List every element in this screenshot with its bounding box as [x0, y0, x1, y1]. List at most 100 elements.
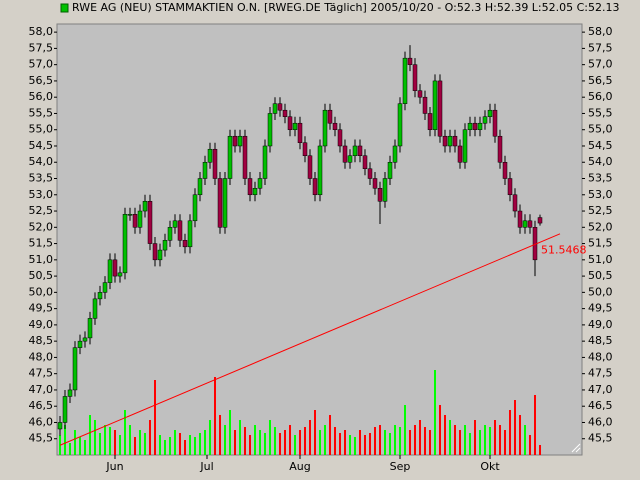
- volume-bar: [409, 430, 411, 455]
- volume-bar: [534, 395, 536, 455]
- volume-bar: [314, 410, 316, 455]
- volume-bar: [349, 435, 351, 455]
- volume-bar: [264, 433, 266, 455]
- candle-body: [432, 80, 438, 130]
- volume-bar: [399, 427, 401, 455]
- y-tick-label: 51,0: [588, 253, 613, 266]
- y-tick-label: 48,5: [29, 334, 54, 347]
- candle-body: [57, 422, 63, 430]
- candle-body: [107, 259, 113, 283]
- volume-bar: [439, 405, 441, 455]
- y-tick-label: 56,0: [29, 90, 54, 103]
- volume-bar: [229, 410, 231, 455]
- y-tick-label: 49,0: [29, 318, 54, 331]
- volume-bar: [174, 430, 176, 455]
- candle-body: [362, 155, 368, 170]
- candle-body: [237, 135, 243, 147]
- candle-body: [152, 243, 158, 261]
- volume-bar: [134, 437, 136, 455]
- candle-body: [442, 135, 448, 147]
- candle-body: [302, 142, 308, 156]
- volume-bar: [509, 410, 511, 455]
- volume-bar: [249, 435, 251, 455]
- candle-body: [322, 109, 328, 147]
- y-tick-label: 53,5: [29, 172, 54, 185]
- volume-bar: [484, 425, 486, 455]
- x-tick-label: Jun: [105, 460, 123, 473]
- y-tick-label: 50,5: [588, 269, 613, 282]
- volume-bar: [424, 427, 426, 455]
- candle-body: [292, 122, 298, 130]
- volume-bar: [259, 430, 261, 455]
- y-tick-label: 50,0: [588, 285, 613, 298]
- candle-body: [332, 122, 338, 130]
- volume-bar: [454, 425, 456, 455]
- volume-bar: [194, 437, 196, 455]
- candle-body: [307, 155, 313, 179]
- volume-bar: [469, 433, 471, 455]
- candle-body: [272, 103, 278, 114]
- candle-body: [122, 214, 128, 274]
- y-tick-label: 46,5: [29, 399, 54, 412]
- candle-body: [507, 178, 513, 196]
- volume-bar: [189, 435, 191, 455]
- volume-bar: [459, 430, 461, 455]
- volume-bar: [359, 430, 361, 455]
- candle-body: [207, 148, 213, 163]
- candle-body: [217, 178, 223, 228]
- volume-bar: [284, 430, 286, 455]
- y-tick-label: 58,0: [29, 25, 54, 38]
- candle-body: [312, 178, 318, 196]
- y-tick-label: 53,0: [29, 188, 54, 201]
- volume-bar: [479, 430, 481, 455]
- candle-body: [517, 210, 523, 228]
- volume-bar: [404, 405, 406, 455]
- candle-body: [77, 340, 83, 348]
- candle-body: [262, 145, 268, 179]
- candle-body: [497, 135, 503, 163]
- y-tick-label: 52,5: [29, 204, 54, 217]
- volume-bar: [329, 415, 331, 455]
- candle-body: [242, 135, 248, 179]
- volume-bar: [364, 435, 366, 455]
- candle-body: [67, 389, 73, 397]
- candle-body: [102, 282, 108, 293]
- candle-body: [412, 64, 418, 91]
- volume-bar: [299, 430, 301, 455]
- candle-body: [287, 116, 293, 130]
- volume-bar: [524, 425, 526, 455]
- candle-body: [337, 129, 343, 147]
- candle-body: [87, 318, 93, 339]
- volume-bar: [449, 420, 451, 455]
- candle-body: [462, 129, 468, 163]
- candle-body: [492, 109, 498, 137]
- volume-bar: [154, 380, 156, 455]
- volume-bar: [309, 420, 311, 455]
- y-tick-label: 55,0: [588, 123, 613, 136]
- volume-bar: [499, 425, 501, 455]
- candle-body: [222, 178, 228, 228]
- y-tick-label: 57,0: [29, 58, 54, 71]
- candle-body: [277, 103, 283, 111]
- volume-bar: [69, 443, 71, 455]
- y-tick-label: 52,0: [588, 220, 613, 233]
- y-tick-label: 47,5: [29, 367, 54, 380]
- y-tick-label: 54,5: [588, 139, 613, 152]
- candle-body: [397, 103, 403, 147]
- volume-bar: [179, 433, 181, 455]
- candle-body: [357, 145, 363, 156]
- candle-body: [147, 201, 153, 244]
- volume-bar: [274, 427, 276, 455]
- candle-body: [427, 113, 433, 130]
- candle-body: [407, 57, 413, 65]
- volume-bar: [429, 430, 431, 455]
- candle-body: [347, 155, 353, 163]
- volume-bar: [529, 435, 531, 455]
- volume-bar: [119, 435, 121, 455]
- y-tick-label: 46,0: [588, 415, 613, 428]
- candle-body: [537, 217, 543, 224]
- y-tick-label: 53,5: [588, 172, 613, 185]
- candle-body: [177, 220, 183, 241]
- volume-bar: [369, 433, 371, 455]
